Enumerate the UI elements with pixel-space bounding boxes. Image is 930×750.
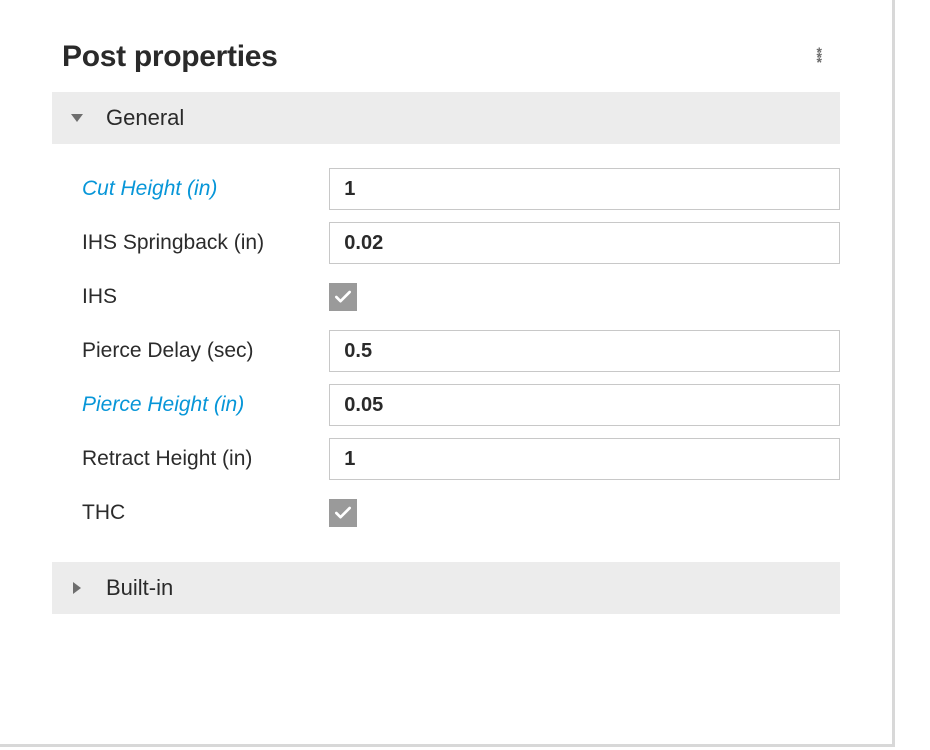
row-pierce-height: Pierce Height (in)	[52, 378, 840, 432]
label-retract-height: Retract Height (in)	[52, 447, 329, 471]
section-header-builtin[interactable]: Built-in	[52, 562, 840, 614]
label-ihs-springback: IHS Springback (in)	[52, 231, 329, 255]
panel-title: Post properties	[62, 40, 278, 74]
label-ihs: IHS	[52, 285, 329, 309]
thc-checkbox-wrap	[329, 499, 840, 527]
label-pierce-height: Pierce Height (in)	[52, 393, 329, 417]
panel-inner: Post properties *** General Cut Height (…	[0, 0, 892, 614]
checkbox-ihs[interactable]	[329, 283, 357, 311]
section-title-builtin: Built-in	[106, 575, 173, 601]
panel-header: Post properties ***	[52, 40, 840, 92]
row-thc: THC	[52, 486, 840, 540]
row-retract-height: Retract Height (in)	[52, 432, 840, 486]
label-cut-height: Cut Height (in)	[52, 177, 329, 201]
input-pierce-height[interactable]	[329, 384, 840, 426]
input-ihs-springback[interactable]	[329, 222, 840, 264]
input-retract-height[interactable]	[329, 438, 840, 480]
input-cut-height[interactable]	[329, 168, 840, 210]
more-options-icon[interactable]: ***	[817, 50, 830, 65]
ihs-checkbox-wrap	[329, 283, 840, 311]
post-properties-panel: Post properties *** General Cut Height (…	[0, 0, 895, 747]
input-pierce-delay[interactable]	[329, 330, 840, 372]
row-ihs-springback: IHS Springback (in)	[52, 216, 840, 270]
section-header-general[interactable]: General	[52, 92, 840, 144]
chevron-right-icon	[70, 581, 84, 595]
label-thc: THC	[52, 501, 329, 525]
section-title-general: General	[106, 105, 184, 131]
row-ihs: IHS	[52, 270, 840, 324]
chevron-down-icon	[70, 111, 84, 125]
general-form-body: Cut Height (in) IHS Springback (in) IHS …	[52, 144, 840, 554]
label-pierce-delay: Pierce Delay (sec)	[52, 339, 329, 363]
row-pierce-delay: Pierce Delay (sec)	[52, 324, 840, 378]
checkbox-thc[interactable]	[329, 499, 357, 527]
row-cut-height: Cut Height (in)	[52, 162, 840, 216]
